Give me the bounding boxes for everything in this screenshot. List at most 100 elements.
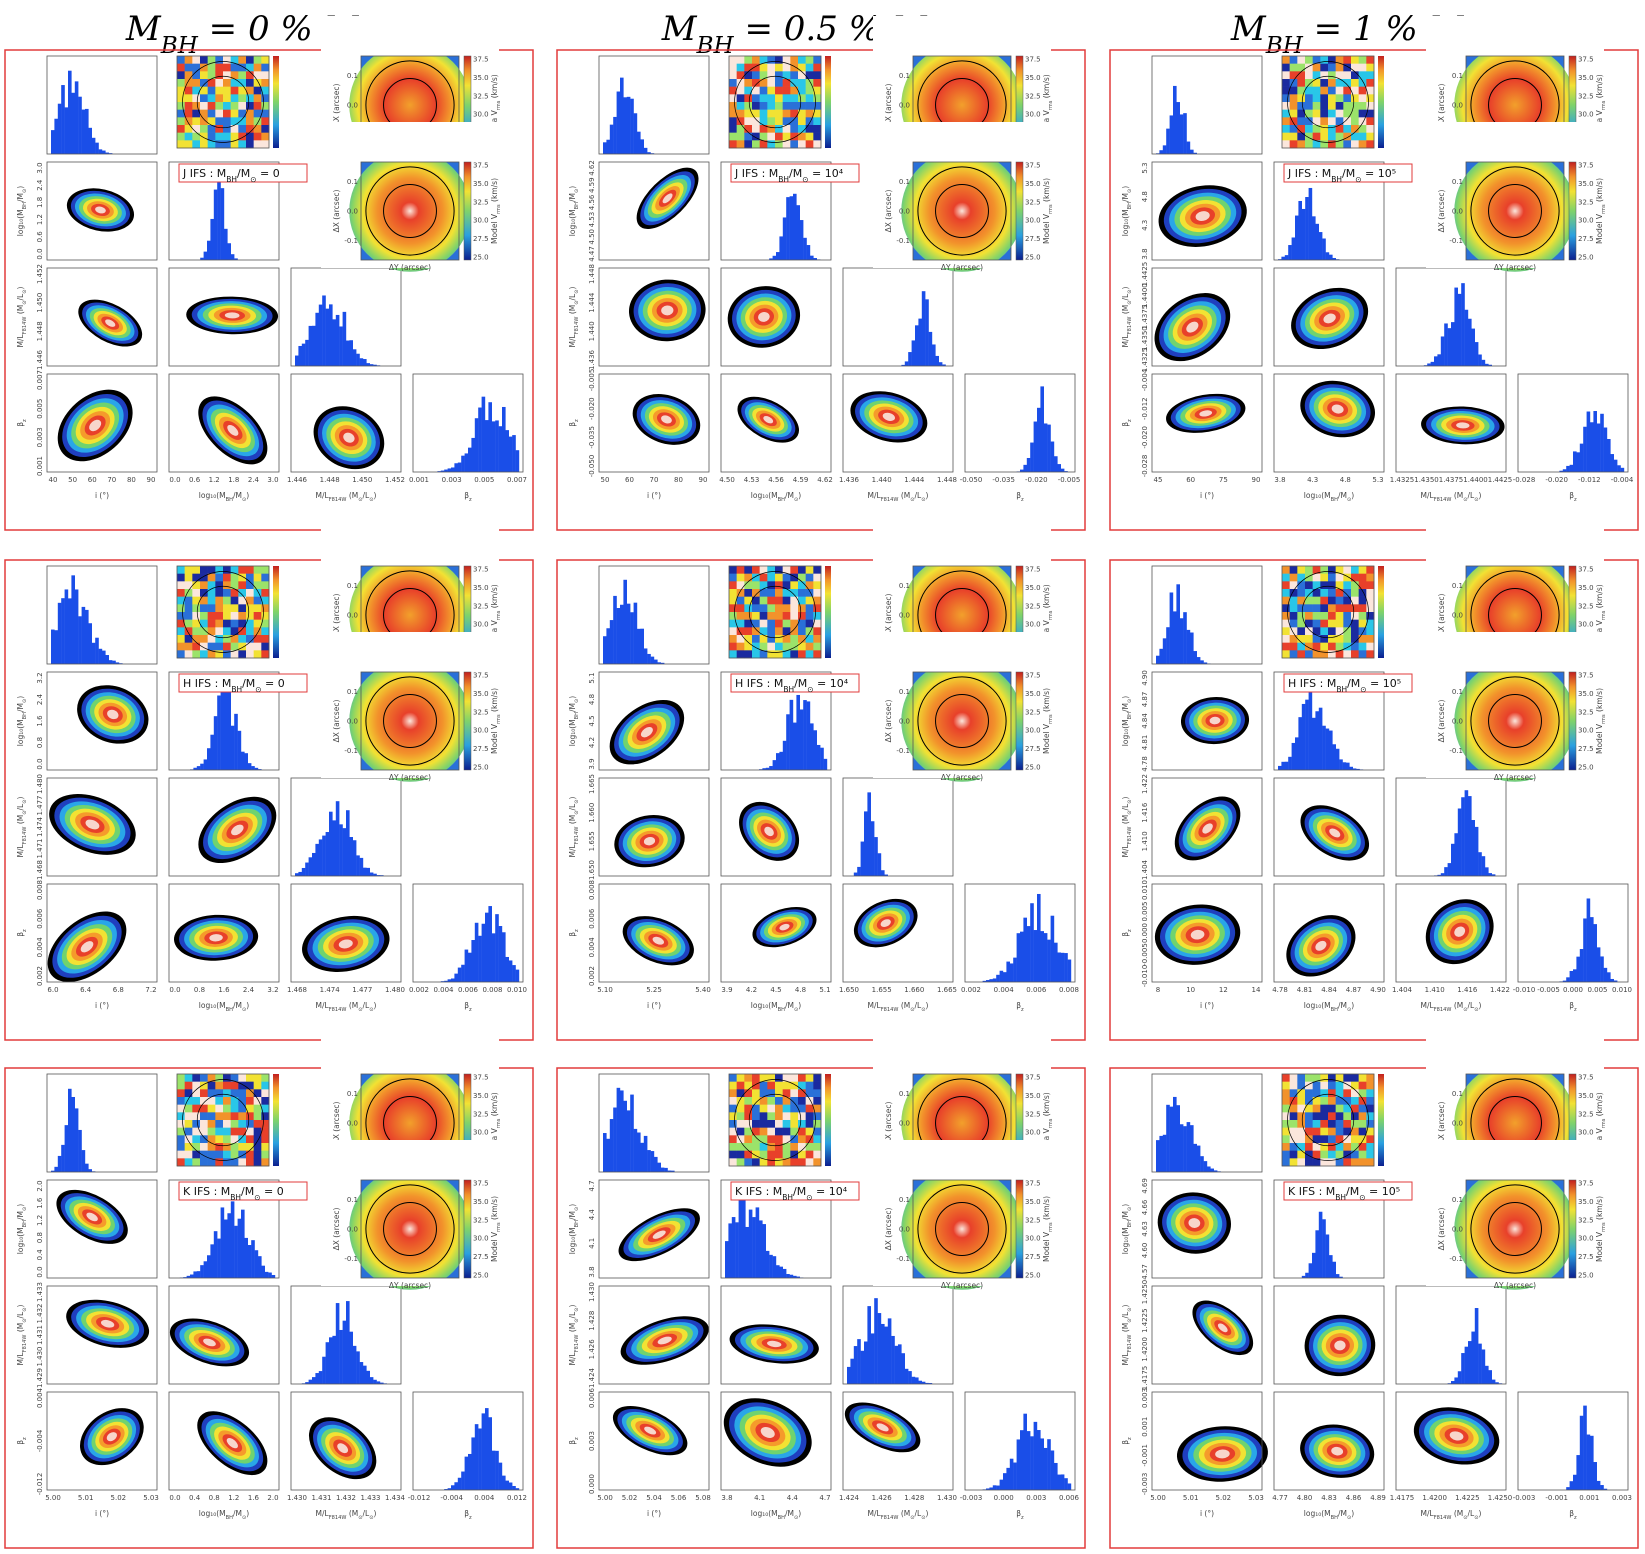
residual-cell bbox=[246, 566, 254, 574]
residual-cell bbox=[1343, 1074, 1352, 1082]
residual-cell bbox=[1328, 566, 1336, 574]
residual-cell bbox=[813, 132, 822, 141]
residual-cell bbox=[1289, 635, 1298, 643]
residual-cell bbox=[1328, 612, 1336, 620]
hist-bar-shape bbox=[911, 340, 916, 366]
residual-cell bbox=[215, 1104, 224, 1113]
hist-bar-shape bbox=[78, 616, 82, 664]
axes-box bbox=[1151, 777, 1263, 877]
x-axis-label-part: M/L bbox=[1421, 491, 1435, 500]
residual-cell bbox=[1312, 86, 1321, 95]
residual-cell bbox=[184, 63, 193, 72]
hist-bar-shape bbox=[85, 609, 89, 664]
residual-cell bbox=[790, 63, 799, 72]
colorbar-tick-label: 30.0 bbox=[1025, 1129, 1041, 1137]
colorbar-label-part: Model V bbox=[1042, 1231, 1051, 1262]
y-axis-label-part: log₁₀(M bbox=[16, 1227, 25, 1254]
residual-cell bbox=[1312, 650, 1321, 659]
hist-bar-shape bbox=[1454, 1377, 1458, 1384]
histogram bbox=[1559, 411, 1625, 472]
map-tick-label: 0.0 bbox=[347, 1120, 358, 1128]
residual-cell bbox=[736, 627, 745, 636]
hist-bar-shape bbox=[485, 420, 489, 472]
x-tick-label: -0.004 bbox=[1611, 476, 1634, 484]
residual-cell bbox=[1282, 71, 1290, 80]
x-tick-label: 70 bbox=[650, 476, 659, 484]
hist-bar-shape bbox=[816, 744, 821, 770]
hist-bar-shape bbox=[369, 872, 374, 876]
map-corner-mask bbox=[873, 1140, 1051, 1180]
velocity-field bbox=[349, 660, 471, 782]
hist-bar-shape bbox=[1050, 1450, 1055, 1490]
residual-cell bbox=[184, 1127, 193, 1136]
map-frame bbox=[728, 565, 822, 659]
y-tick-label: 1.474 bbox=[36, 816, 44, 837]
density-contour bbox=[89, 419, 102, 432]
hist-bar-shape bbox=[258, 1256, 262, 1278]
residual-cell bbox=[184, 71, 193, 80]
residual-cell bbox=[238, 1081, 247, 1090]
y-axis-label-part: M/L bbox=[568, 843, 577, 857]
y-tick-label: 4.8 bbox=[588, 694, 596, 705]
residual-cell bbox=[752, 132, 760, 141]
residual-cell bbox=[1358, 1135, 1367, 1144]
x-axis-label-part: /L bbox=[915, 491, 923, 500]
colorbar-label: Model Vrms (km/s) bbox=[1042, 1196, 1054, 1262]
axes-box bbox=[964, 373, 1076, 473]
hist-bar-shape bbox=[1054, 942, 1058, 982]
hist-bar-shape bbox=[271, 1274, 276, 1278]
y-axis-label-part: z bbox=[22, 929, 28, 932]
map-frame bbox=[176, 565, 270, 659]
histogram bbox=[901, 291, 946, 366]
x-tick-label: 5.03 bbox=[1248, 1494, 1264, 1502]
y-tick-label: 1.4200 bbox=[1141, 1337, 1149, 1362]
x-axis-label: M/LF814W (M⊙/L⊙) bbox=[1421, 1509, 1482, 1521]
colorbar-tick-label: 37.5 bbox=[1025, 162, 1041, 170]
residual-cell bbox=[1282, 117, 1290, 126]
x-tick-label: 4.2 bbox=[746, 986, 757, 994]
residual-cell bbox=[782, 86, 791, 95]
residual-cell bbox=[1328, 1127, 1336, 1136]
residual-cell bbox=[752, 140, 760, 149]
hist-bar-shape bbox=[1444, 323, 1448, 366]
residual-cell bbox=[790, 1112, 799, 1121]
hist-bar-shape bbox=[346, 340, 350, 366]
x-axis-label-part: ⊙ bbox=[921, 1515, 925, 1521]
residual-cell bbox=[744, 581, 753, 590]
residual-cell bbox=[805, 1097, 814, 1105]
colorbar-label-part: (km/s) bbox=[1042, 1092, 1051, 1118]
hist-bar-shape bbox=[1485, 363, 1489, 366]
x-tick-label: 4.8 bbox=[1340, 476, 1351, 484]
hist-bar-shape bbox=[54, 118, 58, 154]
x-axis-label-part: log₁₀(M bbox=[199, 1509, 226, 1518]
residual-cell bbox=[759, 1097, 768, 1105]
x-axis-label-part: (M bbox=[898, 1001, 910, 1010]
y-tick-label: 4.53 bbox=[588, 212, 596, 228]
residual-cell bbox=[775, 1120, 783, 1128]
residual-cell bbox=[1343, 642, 1352, 651]
colorbar-label: Model Vrms (km/s) bbox=[490, 688, 502, 754]
residual-cell bbox=[253, 56, 262, 64]
residual-cell bbox=[238, 1104, 247, 1113]
x-tick-label: 4.89 bbox=[1370, 1494, 1386, 1502]
y-axis-label: βz bbox=[16, 419, 28, 427]
residual-cell bbox=[1305, 604, 1313, 613]
residual-cell bbox=[798, 1074, 806, 1082]
x-axis-label: i (°) bbox=[95, 1001, 109, 1010]
hist-bar-shape bbox=[640, 1142, 644, 1172]
hist-bar-shape bbox=[363, 1365, 367, 1384]
map-y-label: ΔX (arcsec) bbox=[1437, 84, 1446, 127]
hist-bar-shape bbox=[1586, 1434, 1591, 1490]
residual-cell bbox=[1358, 604, 1367, 613]
residual-cell bbox=[775, 71, 783, 80]
residual-cell bbox=[200, 109, 208, 118]
residual-cell bbox=[230, 63, 239, 72]
residual-cell bbox=[1351, 109, 1359, 118]
hist-bar-shape bbox=[789, 699, 794, 770]
y-axis-label: log₁₀(MBH/M⊙) bbox=[1121, 186, 1133, 236]
column-title-part: BH bbox=[1265, 33, 1304, 59]
residual-cell bbox=[782, 102, 791, 110]
residual-cell bbox=[1312, 1143, 1321, 1151]
residual-cell bbox=[805, 1158, 814, 1167]
